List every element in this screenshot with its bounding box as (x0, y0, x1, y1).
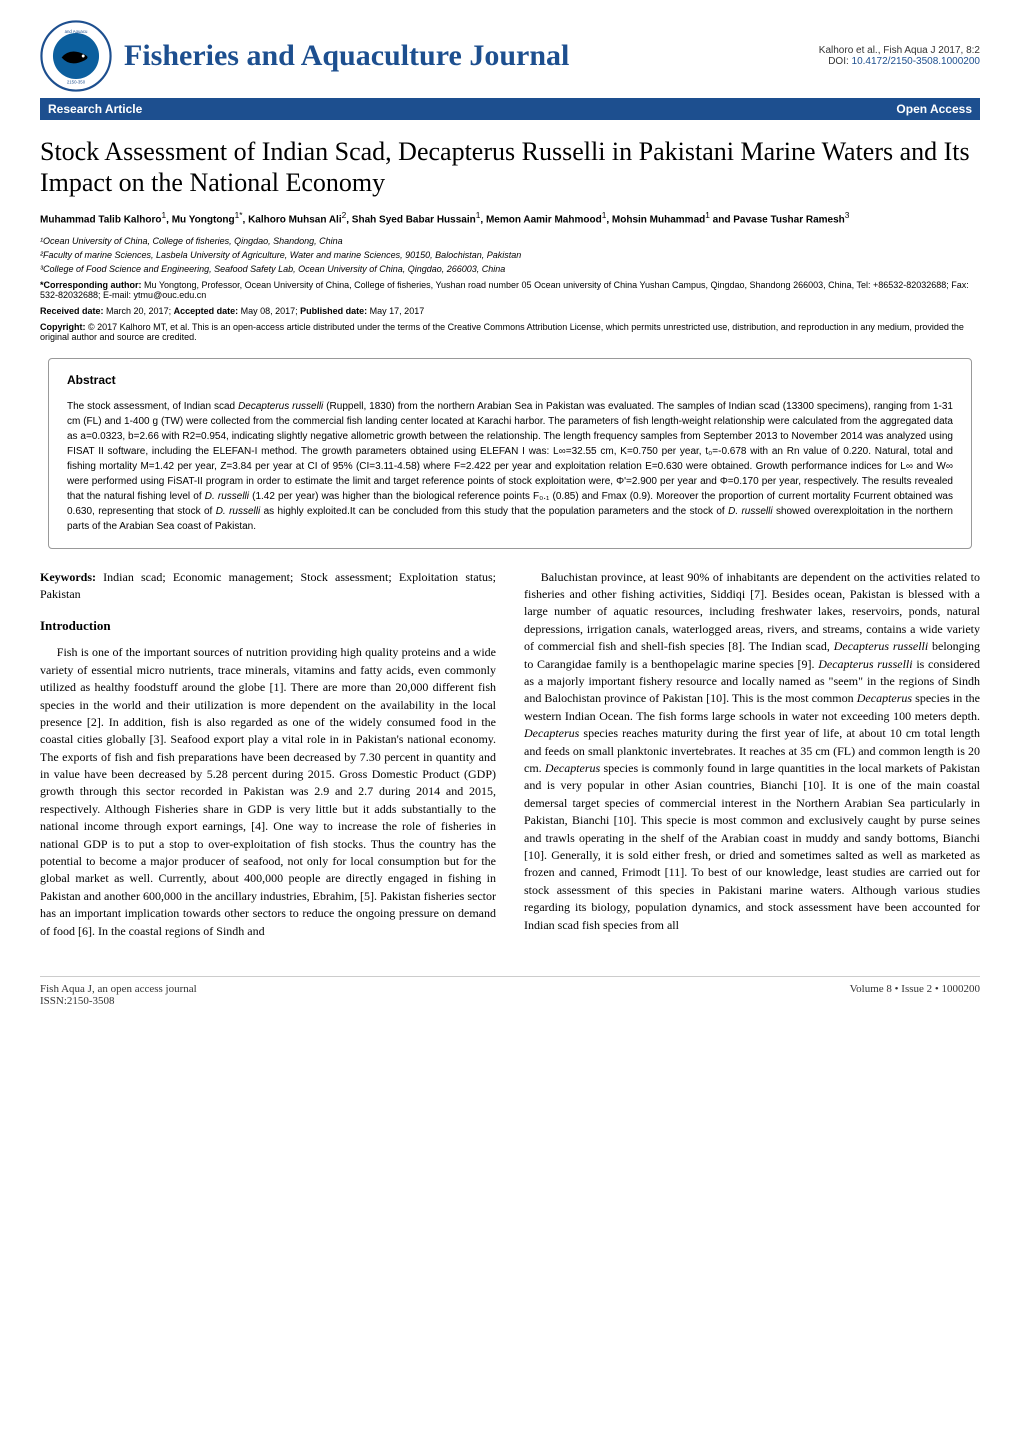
keywords-line: Keywords: Indian scad; Economic manageme… (40, 569, 496, 604)
page-header: and Aquacu 2150-350 Fisheries and Aquacu… (40, 20, 980, 98)
authors-list: Muhammad Talib Kalhoro1, Mu Yongtong1*, … (40, 210, 980, 227)
introduction-heading: Introduction (40, 617, 496, 636)
page-footer: Fish Aqua J, an open access journal ISSN… (40, 976, 980, 1007)
footer-left: Fish Aqua J, an open access journal ISSN… (40, 983, 197, 1007)
affiliation-2: ²Faculty of marine Sciences, Lasbela Uni… (40, 250, 980, 260)
header-citation-block: Kalhoro et al., Fish Aqua J 2017, 8:2 DO… (819, 45, 980, 67)
doi-link[interactable]: 10.4172/2150-3508.1000200 (852, 56, 980, 67)
article-title: Stock Assessment of Indian Scad, Decapte… (40, 136, 980, 198)
affiliations-block: ¹Ocean University of China, College of f… (40, 236, 980, 274)
keywords-text: Indian scad; Economic management; Stock … (40, 570, 496, 601)
keywords-label: Keywords: (40, 570, 96, 584)
banner-right-label: Open Access (896, 102, 972, 116)
svg-text:and Aquacu: and Aquacu (65, 29, 88, 34)
citation-text: Kalhoro et al., Fish Aqua J 2017, 8:2 (819, 45, 980, 56)
abstract-text: The stock assessment, of Indian scad Dec… (67, 399, 953, 534)
copyright-notice: Copyright: © 2017 Kalhoro MT, et al. Thi… (40, 322, 980, 342)
footer-journal: Fish Aqua J, an open access journal (40, 983, 197, 995)
abstract-box: Abstract The stock assessment, of Indian… (48, 358, 972, 549)
doi-label: DOI: (828, 56, 851, 67)
footer-right: Volume 8 • Issue 2 • 1000200 (850, 983, 980, 1007)
body-columns: Keywords: Indian scad; Economic manageme… (40, 569, 980, 940)
journal-logo-icon: and Aquacu 2150-350 (40, 20, 112, 92)
column-right: Baluchistan province, at least 90% of in… (524, 569, 980, 940)
affiliation-3: ³College of Food Science and Engineering… (40, 264, 980, 274)
doi-line: DOI: 10.4172/2150-3508.1000200 (819, 56, 980, 67)
banner-left-label: Research Article (48, 102, 142, 116)
affiliation-1: ¹Ocean University of China, College of f… (40, 236, 980, 246)
corresponding-author: *Corresponding author: Mu Yongtong, Prof… (40, 280, 980, 300)
article-type-banner: Research Article Open Access (40, 98, 980, 120)
svg-text:2150-350: 2150-350 (67, 79, 86, 84)
article-dates: Received date: March 20, 2017; Accepted … (40, 306, 980, 316)
column-left: Keywords: Indian scad; Economic manageme… (40, 569, 496, 940)
abstract-heading: Abstract (67, 373, 953, 387)
journal-name: Fisheries and Aquaculture Journal (124, 39, 569, 73)
intro-paragraph-left: Fish is one of the important sources of … (40, 644, 496, 940)
intro-paragraph-right: Baluchistan province, at least 90% of in… (524, 569, 980, 934)
footer-issn: ISSN:2150-3508 (40, 995, 197, 1007)
header-left: and Aquacu 2150-350 Fisheries and Aquacu… (40, 20, 569, 92)
